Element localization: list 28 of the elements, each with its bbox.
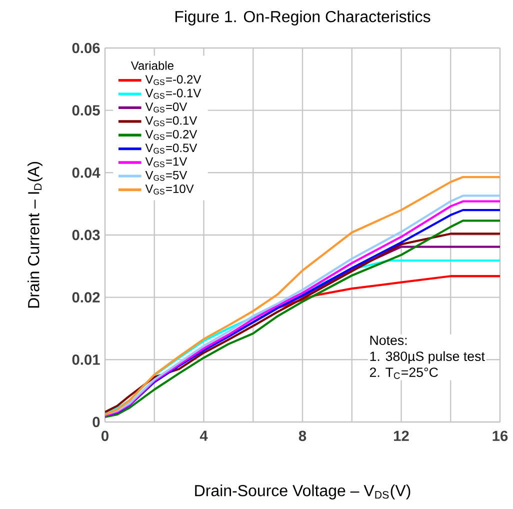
y-tick-label: 0.03 bbox=[72, 230, 100, 240]
annotation: Notes: bbox=[370, 336, 407, 345]
legend-label: V$_{GS}$=5V bbox=[145, 170, 188, 181]
x-tick-label: 12 bbox=[394, 430, 409, 441]
y-tick-label: 0.05 bbox=[72, 105, 100, 116]
legend-label: V$_{GS}$=-0.1V bbox=[145, 88, 202, 99]
legend-label: V$_{GS}$=0.1V bbox=[145, 116, 198, 126]
legend-label: V$_{GS}$=0V bbox=[145, 102, 188, 112]
annotation: 1. 380µS pulse test bbox=[370, 351, 485, 364]
y-tick-label: 0.06 bbox=[72, 42, 100, 54]
y-tick-label: 0.02 bbox=[72, 292, 100, 303]
x-tick-label: 0 bbox=[102, 430, 108, 442]
y-tick-label: 0.04 bbox=[72, 167, 100, 178]
legend-label: V$_{GS}$=10V bbox=[145, 184, 194, 194]
legend-label: V$_{GS}$=-0.2V bbox=[145, 75, 202, 86]
legend-label: V$_{GS}$=0.2V bbox=[145, 130, 198, 140]
y-tick-label: 0.01 bbox=[72, 354, 100, 365]
legend-label: V$_{GS}$=1V bbox=[145, 157, 188, 168]
y-tick-label: 0 bbox=[92, 416, 100, 428]
x-tick-label: 16 bbox=[492, 430, 508, 442]
chart-title: Figure 1. On-Region Characteristics bbox=[175, 10, 430, 26]
legend-title: Variable bbox=[130, 61, 174, 70]
legend-label: V$_{GS}$=0.5V bbox=[145, 144, 198, 154]
y-axis-title: Drain Current – I$_{D}$(A) bbox=[28, 162, 42, 308]
x-tick-label: 8 bbox=[298, 430, 306, 442]
x-axis-title: Drain-Source Voltage – V$_{DS}$(V) bbox=[195, 484, 410, 500]
annotation: 2. T$_{C}$=25°C bbox=[370, 368, 438, 379]
x-tick-label: 4 bbox=[200, 430, 208, 441]
